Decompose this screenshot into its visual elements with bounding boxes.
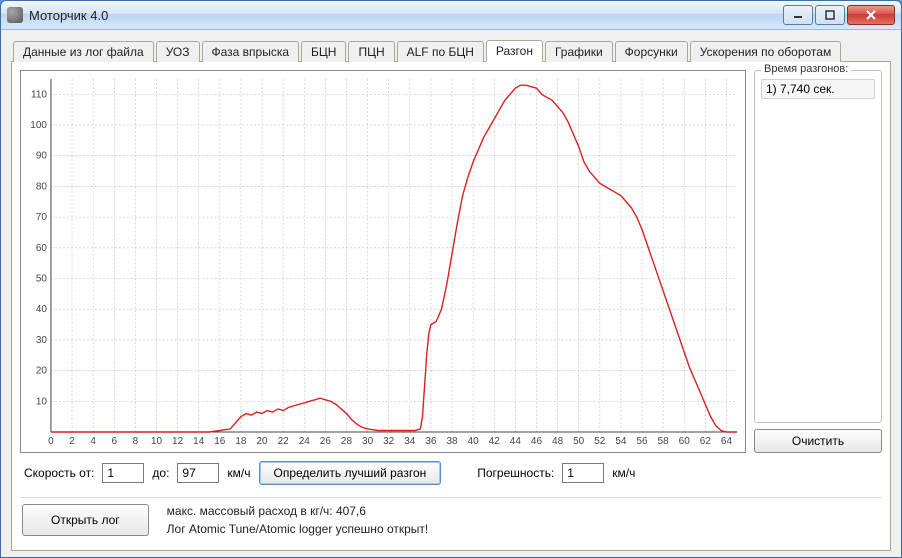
svg-text:40: 40 (36, 304, 48, 315)
svg-text:6: 6 (111, 436, 117, 447)
tab-6[interactable]: Разгон (486, 40, 543, 62)
speed-from-input[interactable] (102, 463, 144, 483)
svg-text:32: 32 (383, 436, 395, 447)
titlebar: Моторчик 4.0 (1, 1, 901, 30)
status-text: макс. массовый расход в кг/ч: 407,6 Лог … (167, 502, 429, 538)
svg-text:20: 20 (256, 436, 268, 447)
bottom-bar: Открыть лог макс. массовый расход в кг/ч… (20, 497, 882, 542)
svg-text:0: 0 (48, 436, 54, 447)
speed-to-input[interactable] (177, 463, 219, 483)
app-icon (7, 7, 23, 23)
find-best-accel-button[interactable]: Определить лучший разгон (259, 461, 442, 485)
svg-text:20: 20 (36, 366, 48, 377)
svg-text:12: 12 (172, 436, 184, 447)
tab-5[interactable]: ALF по БЦН (397, 41, 484, 62)
svg-text:60: 60 (679, 436, 691, 447)
svg-text:56: 56 (636, 436, 648, 447)
svg-text:50: 50 (573, 436, 585, 447)
tab-0[interactable]: Данные из лог файла (13, 41, 154, 62)
tab-3[interactable]: БЦН (301, 41, 346, 62)
tab-2[interactable]: Фаза впрыска (202, 41, 300, 62)
svg-text:26: 26 (320, 436, 332, 447)
svg-text:16: 16 (214, 436, 226, 447)
controls-row: Скорость от: до: км/ч Определить лучший … (20, 459, 882, 487)
top-area: 0246810121416182022242628303234363840424… (20, 70, 882, 453)
svg-text:70: 70 (36, 212, 48, 223)
svg-text:34: 34 (404, 436, 416, 447)
accel-times-legend: Время разгонов: (761, 63, 851, 75)
maximize-button[interactable] (815, 5, 845, 25)
close-button[interactable] (847, 5, 895, 25)
svg-text:80: 80 (36, 181, 48, 192)
svg-text:24: 24 (299, 436, 311, 447)
speed-from-label: Скорость от: (24, 466, 94, 480)
svg-text:30: 30 (36, 335, 48, 346)
acceleration-chart: 0246810121416182022242628303234363840424… (20, 70, 746, 453)
svg-text:46: 46 (531, 436, 543, 447)
svg-text:8: 8 (133, 436, 139, 447)
error-input[interactable] (562, 463, 604, 483)
svg-text:60: 60 (36, 243, 48, 254)
svg-text:14: 14 (193, 436, 205, 447)
side-panel: Время разгонов: 1) 7,740 сек. Очистить (754, 70, 882, 453)
speed-unit-2: км/ч (612, 466, 635, 480)
svg-text:28: 28 (341, 436, 353, 447)
svg-text:4: 4 (90, 436, 96, 447)
svg-text:42: 42 (489, 436, 501, 447)
svg-text:10: 10 (36, 396, 48, 407)
svg-text:52: 52 (594, 436, 606, 447)
accel-times-group: Время разгонов: 1) 7,740 сек. (754, 70, 882, 423)
svg-text:44: 44 (510, 436, 522, 447)
svg-text:100: 100 (30, 120, 47, 131)
svg-text:50: 50 (36, 274, 48, 285)
speed-unit-1: км/ч (227, 466, 250, 480)
accel-time-row[interactable]: 1) 7,740 сек. (761, 79, 875, 99)
svg-text:18: 18 (235, 436, 247, 447)
tab-4[interactable]: ПЦН (348, 41, 394, 62)
window-controls (783, 5, 895, 25)
tab-8[interactable]: Форсунки (615, 41, 688, 62)
error-label: Погрешность: (477, 466, 554, 480)
svg-text:48: 48 (552, 436, 564, 447)
status-line-2: Лог Atomic Tune/Atomic logger успешно от… (167, 520, 429, 538)
svg-text:64: 64 (721, 436, 733, 447)
app-window: Моторчик 4.0 Данные из лог файлаУОЗФаза … (0, 0, 902, 558)
svg-text:36: 36 (425, 436, 437, 447)
tab-7[interactable]: Графики (545, 41, 613, 62)
tabstrip: Данные из лог файлаУОЗФаза впрыскаБЦНПЦН… (11, 38, 891, 62)
svg-text:110: 110 (31, 89, 47, 100)
speed-to-label: до: (152, 466, 169, 480)
tab-1[interactable]: УОЗ (156, 41, 200, 62)
svg-text:38: 38 (446, 436, 458, 447)
tab-9[interactable]: Ускорения по оборотам (690, 41, 841, 62)
svg-text:10: 10 (151, 436, 163, 447)
minimize-button[interactable] (783, 5, 813, 25)
svg-text:2: 2 (69, 436, 75, 447)
svg-text:54: 54 (615, 436, 627, 447)
svg-text:62: 62 (700, 436, 712, 447)
svg-text:40: 40 (468, 436, 480, 447)
client-area: Данные из лог файлаУОЗФаза впрыскаБЦНПЦН… (1, 30, 901, 557)
window-title: Моторчик 4.0 (29, 8, 783, 23)
clear-button[interactable]: Очистить (754, 429, 882, 453)
tabpage-acceleration: 0246810121416182022242628303234363840424… (11, 62, 891, 551)
svg-text:58: 58 (658, 436, 670, 447)
open-log-button[interactable]: Открыть лог (22, 504, 149, 536)
svg-text:90: 90 (36, 151, 48, 162)
status-line-1: макс. массовый расход в кг/ч: 407,6 (167, 502, 429, 520)
svg-text:22: 22 (278, 436, 290, 447)
svg-text:30: 30 (362, 436, 374, 447)
